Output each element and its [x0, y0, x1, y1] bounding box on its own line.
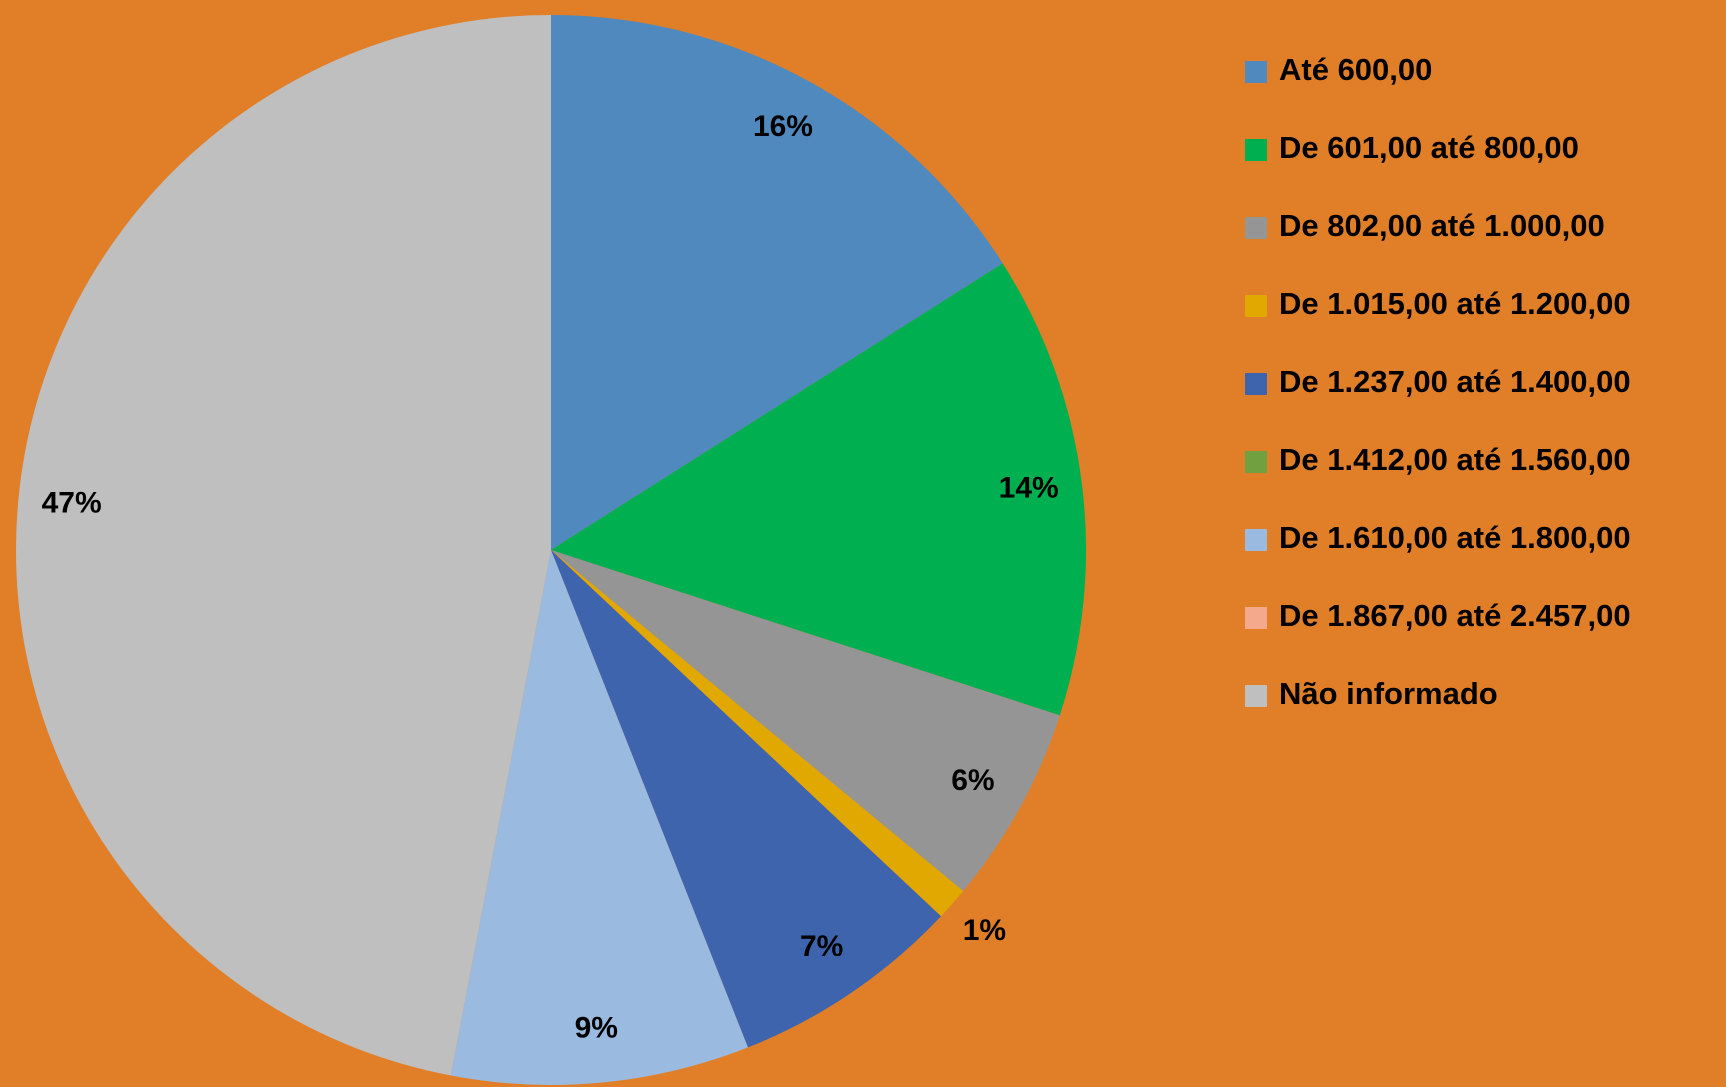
pie-slice — [551, 550, 1060, 892]
legend-label: De 1.237,00 até 1.400,00 — [1279, 364, 1631, 399]
legend-swatch — [1245, 61, 1267, 83]
pie-slice — [551, 263, 1086, 716]
legend-swatch — [1245, 529, 1267, 551]
pie-slice — [15, 14, 552, 1076]
legend-swatch — [1245, 295, 1267, 317]
data-label: 1% — [963, 914, 1006, 947]
pie-slice — [551, 550, 941, 1048]
legend-label: Até 600,00 — [1279, 52, 1432, 87]
data-label: 47% — [42, 487, 102, 520]
pie-slice — [551, 15, 1003, 550]
data-label: 9% — [575, 1011, 618, 1044]
legend-label: De 601,00 até 800,00 — [1279, 130, 1579, 165]
legend-swatch — [1245, 451, 1267, 473]
pie-slice — [450, 550, 748, 1086]
legend-swatch — [1245, 139, 1267, 161]
legend-label: Não informado — [1279, 676, 1498, 711]
legend-label: De 1.412,00 até 1.560,00 — [1279, 442, 1631, 477]
data-label: 16% — [753, 110, 813, 143]
legend-swatch — [1245, 217, 1267, 239]
legend-swatch — [1245, 685, 1267, 707]
legend-swatch — [1245, 373, 1267, 395]
data-label: 6% — [951, 764, 994, 797]
legend-swatch — [1245, 607, 1267, 629]
legend-label: De 1.867,00 até 2.457,00 — [1279, 598, 1631, 633]
data-label: 14% — [999, 472, 1059, 505]
legend-label: De 802,00 até 1.000,00 — [1279, 208, 1605, 243]
data-label: 7% — [800, 930, 843, 963]
pie-slice — [551, 550, 964, 917]
legend-label: De 1.015,00 até 1.200,00 — [1279, 286, 1631, 321]
legend-label: De 1.610,00 até 1.800,00 — [1279, 520, 1631, 555]
